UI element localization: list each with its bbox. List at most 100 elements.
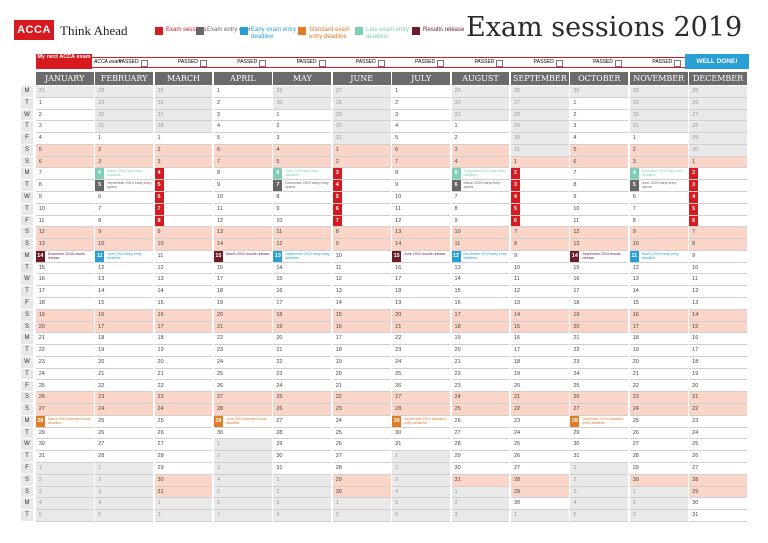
day-cell[interactable]: 26 [629, 427, 688, 440]
day-cell[interactable]: 17 [35, 286, 94, 299]
day-cell[interactable]: 14 [95, 286, 154, 299]
day-cell[interactable]: 6 [95, 192, 154, 204]
day-cell[interactable]: 11 [273, 227, 332, 240]
day-cell[interactable]: 22 [332, 392, 391, 405]
day-cell[interactable]: 21 [213, 321, 272, 334]
day-cell[interactable]: 5 [689, 203, 748, 216]
day-cell[interactable]: 19 [154, 345, 213, 357]
day-cell[interactable]: 21 [392, 321, 451, 334]
day-cell[interactable]: 18 [95, 333, 154, 346]
day-cell[interactable]: 28 [273, 427, 332, 440]
day-cell[interactable]: 4 [689, 192, 748, 204]
day-cell[interactable]: 4 [332, 180, 391, 192]
day-cell[interactable]: 8 [213, 168, 272, 181]
day-cell[interactable]: 20 [451, 345, 510, 357]
day-cell[interactable]: 21 [332, 380, 391, 393]
day-cell[interactable]: 5 [273, 156, 332, 169]
day-cell[interactable]: 26 [95, 427, 154, 440]
day-cell[interactable]: 6 [35, 156, 94, 169]
day-cell[interactable]: 4 [273, 144, 332, 157]
tracker-slot[interactable]: ACCA exam PASSED [92, 58, 151, 67]
day-cell[interactable]: 18 [629, 333, 688, 346]
day-cell[interactable]: 24 [95, 404, 154, 416]
day-cell[interactable]: 24 [570, 368, 629, 381]
day-cell[interactable]: 9 [570, 192, 629, 204]
day-cell[interactable]: 29 June 2019 standard entry deadline [213, 415, 272, 428]
day-cell[interactable]: 18 [35, 298, 94, 310]
day-cell[interactable]: 8 [35, 180, 94, 192]
tracker-passed-checkbox[interactable] [674, 60, 682, 67]
day-cell[interactable]: 16 [510, 333, 569, 346]
day-cell[interactable]: 28 [689, 474, 748, 487]
day-cell[interactable]: 15 [451, 286, 510, 299]
day-cell[interactable]: 24 [392, 356, 451, 369]
day-cell[interactable]: 13 [154, 274, 213, 287]
day-cell[interactable]: 17 [629, 321, 688, 334]
day-cell[interactable]: 10 [154, 239, 213, 251]
day-cell[interactable]: 1 [629, 133, 688, 145]
day-cell[interactable]: 5 [154, 180, 213, 192]
day-cell[interactable]: 22 [510, 404, 569, 416]
day-cell[interactable]: 29 [689, 486, 748, 499]
day-cell[interactable]: 16 [451, 298, 510, 310]
day-cell[interactable]: 22 [213, 333, 272, 346]
day-cell[interactable]: 4 [392, 121, 451, 134]
day-cell[interactable]: 7 [213, 156, 272, 169]
day-cell[interactable]: 25 [154, 415, 213, 428]
day-cell[interactable]: 17 [95, 321, 154, 334]
tracker-slot[interactable]: PASSED [151, 58, 210, 67]
day-cell[interactable]: 11 [570, 215, 629, 228]
day-cell[interactable]: 2 [392, 97, 451, 110]
day-cell[interactable]: 19 [629, 345, 688, 357]
day-cell[interactable]: 14 [392, 239, 451, 251]
day-cell[interactable]: 14 [451, 274, 510, 287]
day-cell[interactable]: 13 [689, 298, 748, 310]
day-cell[interactable]: 17 [332, 333, 391, 346]
day-cell[interactable]: 29 [629, 462, 688, 475]
day-cell[interactable]: 18 [689, 356, 748, 369]
day-cell[interactable]: 24 [213, 356, 272, 369]
day-cell[interactable]: 7 [35, 168, 94, 181]
day-cell[interactable]: 26 [213, 380, 272, 393]
day-cell[interactable]: 2 [451, 133, 510, 145]
day-cell[interactable]: 24 [689, 427, 748, 440]
day-cell[interactable]: 30 [332, 486, 391, 499]
day-cell[interactable]: 13 [510, 298, 569, 310]
day-cell[interactable]: 6 [154, 192, 213, 204]
day-cell[interactable]: 10 [213, 192, 272, 204]
day-cell[interactable]: 30 [392, 427, 451, 440]
day-cell[interactable]: 17 [570, 286, 629, 299]
tracker-slot[interactable]: PASSED [448, 58, 507, 67]
day-cell[interactable]: 7 [510, 227, 569, 240]
day-cell[interactable]: 3 [273, 133, 332, 145]
day-cell[interactable]: 27 [332, 451, 391, 463]
day-cell[interactable]: 19 [332, 356, 391, 369]
day-cell[interactable]: 4 [213, 121, 272, 134]
day-cell[interactable]: 28 [392, 404, 451, 416]
day-cell[interactable]: 17 [392, 274, 451, 287]
day-cell[interactable]: 25 [332, 427, 391, 440]
day-cell[interactable]: 12 [273, 239, 332, 251]
day-cell[interactable]: 7 [154, 203, 213, 216]
day-cell[interactable]: 3 [451, 144, 510, 157]
day-cell[interactable]: 3 [570, 121, 629, 134]
day-cell[interactable]: 3 [154, 156, 213, 169]
day-cell[interactable]: 27 [392, 392, 451, 405]
day-cell[interactable]: 5 September 2019 late entry deadline [451, 168, 510, 181]
tracker-passed-checkbox[interactable] [199, 60, 207, 67]
day-cell[interactable]: 31 [154, 486, 213, 499]
day-cell[interactable]: 11 [392, 203, 451, 216]
day-cell[interactable]: 24 [332, 415, 391, 428]
day-cell[interactable]: 23 [570, 356, 629, 369]
day-cell[interactable]: 18 [510, 356, 569, 369]
tracker-passed-checkbox[interactable] [437, 60, 445, 67]
day-cell[interactable]: 1 [273, 109, 332, 122]
day-cell[interactable]: 4 March 2019 late entry deadline [95, 168, 154, 181]
day-cell[interactable]: 31 [35, 451, 94, 463]
day-cell[interactable]: 12 [213, 215, 272, 228]
day-cell[interactable]: 20 [154, 356, 213, 369]
day-cell[interactable]: 7 [689, 227, 748, 240]
day-cell[interactable]: 7 [332, 215, 391, 228]
day-cell[interactable]: 16 [213, 262, 272, 275]
day-cell[interactable]: 8 [154, 215, 213, 228]
